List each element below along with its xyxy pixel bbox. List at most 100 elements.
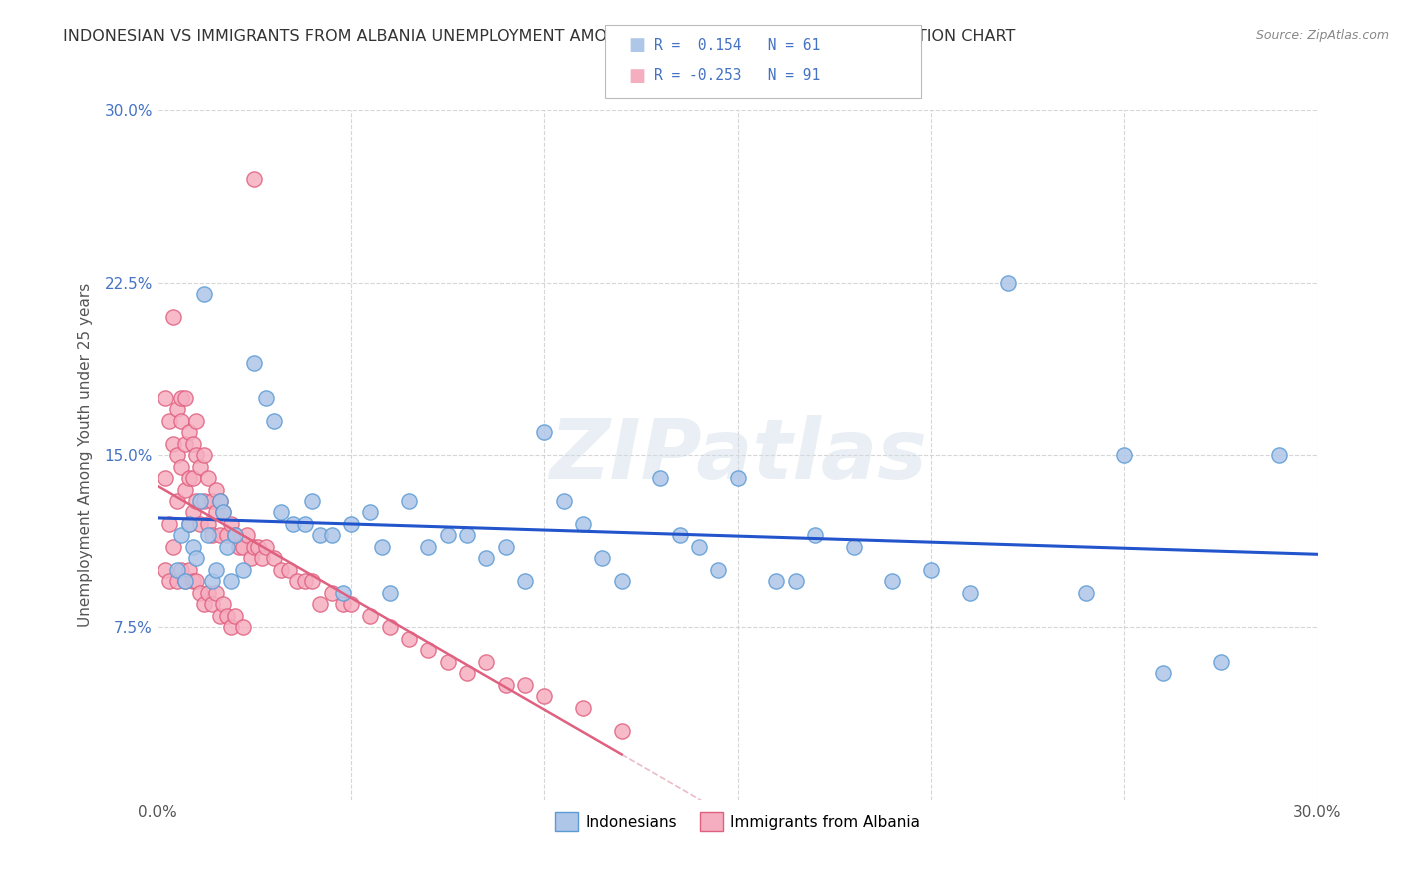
Point xyxy=(197,516,219,531)
Text: R =  0.154   N = 61: R = 0.154 N = 61 xyxy=(654,38,820,53)
Point xyxy=(475,655,498,669)
Point xyxy=(157,516,180,531)
Point xyxy=(340,516,363,531)
Point xyxy=(201,494,224,508)
Point xyxy=(418,540,440,554)
Point xyxy=(204,563,226,577)
Point xyxy=(250,551,273,566)
Point xyxy=(186,413,208,427)
Point xyxy=(197,471,219,485)
Point xyxy=(591,551,613,566)
Point xyxy=(456,528,478,542)
Point xyxy=(332,586,354,600)
Point xyxy=(224,528,246,542)
Point xyxy=(177,425,200,439)
Point xyxy=(418,643,440,657)
Point xyxy=(193,598,215,612)
Point xyxy=(155,391,177,405)
Point xyxy=(436,655,458,669)
Point xyxy=(247,540,270,554)
Point xyxy=(157,413,180,427)
Y-axis label: Unemployment Among Youth under 25 years: Unemployment Among Youth under 25 years xyxy=(79,283,93,627)
Point xyxy=(166,563,188,577)
Point xyxy=(201,528,224,542)
Point xyxy=(208,494,231,508)
Point xyxy=(235,528,257,542)
Point xyxy=(224,609,246,624)
Point xyxy=(243,540,266,554)
Point xyxy=(495,678,517,692)
Point xyxy=(513,574,536,589)
Point xyxy=(173,483,195,497)
Point xyxy=(1074,586,1097,600)
Point xyxy=(359,609,381,624)
Point xyxy=(219,620,242,634)
Point xyxy=(309,528,332,542)
Point xyxy=(188,494,211,508)
Text: INDONESIAN VS IMMIGRANTS FROM ALBANIA UNEMPLOYMENT AMONG YOUTH UNDER 25 YEARS CO: INDONESIAN VS IMMIGRANTS FROM ALBANIA UN… xyxy=(63,29,1015,44)
Point xyxy=(212,506,235,520)
Point xyxy=(765,574,787,589)
Point xyxy=(727,471,749,485)
Point xyxy=(232,540,254,554)
Point xyxy=(281,516,304,531)
Point xyxy=(181,574,204,589)
Point xyxy=(217,528,239,542)
Point xyxy=(254,391,277,405)
Point xyxy=(572,516,595,531)
Point xyxy=(170,391,193,405)
Point xyxy=(533,425,555,439)
Point xyxy=(166,574,188,589)
Point xyxy=(173,391,195,405)
Point xyxy=(301,574,323,589)
Point xyxy=(239,551,262,566)
Point xyxy=(204,483,226,497)
Point xyxy=(166,494,188,508)
Point xyxy=(177,563,200,577)
Point xyxy=(170,563,193,577)
Point xyxy=(166,402,188,417)
Point xyxy=(650,471,672,485)
Point xyxy=(193,448,215,462)
Point xyxy=(212,506,235,520)
Point xyxy=(228,540,250,554)
Point xyxy=(162,540,184,554)
Point xyxy=(232,563,254,577)
Point xyxy=(157,574,180,589)
Point xyxy=(177,516,200,531)
Point xyxy=(181,506,204,520)
Point xyxy=(186,448,208,462)
Point xyxy=(208,528,231,542)
Point xyxy=(208,609,231,624)
Point xyxy=(321,586,343,600)
Point xyxy=(217,540,239,554)
Point xyxy=(188,586,211,600)
Point xyxy=(301,494,323,508)
Point xyxy=(193,494,215,508)
Point xyxy=(294,574,316,589)
Point xyxy=(201,598,224,612)
Point xyxy=(572,701,595,715)
Point xyxy=(186,551,208,566)
Point xyxy=(263,551,285,566)
Point xyxy=(398,632,420,646)
Point xyxy=(263,413,285,427)
Point xyxy=(610,574,633,589)
Point xyxy=(668,528,690,542)
Point xyxy=(208,494,231,508)
Point xyxy=(166,448,188,462)
Point xyxy=(842,540,865,554)
Point xyxy=(610,723,633,738)
Text: ■: ■ xyxy=(628,67,645,85)
Point xyxy=(553,494,575,508)
Point xyxy=(243,356,266,370)
Text: ZIPatlas: ZIPatlas xyxy=(548,415,927,496)
Point xyxy=(201,574,224,589)
Point xyxy=(193,287,215,301)
Legend: Indonesians, Immigrants from Albania: Indonesians, Immigrants from Albania xyxy=(548,806,927,837)
Point xyxy=(243,172,266,186)
Point xyxy=(181,471,204,485)
Point xyxy=(475,551,498,566)
Point xyxy=(997,276,1019,290)
Point xyxy=(197,586,219,600)
